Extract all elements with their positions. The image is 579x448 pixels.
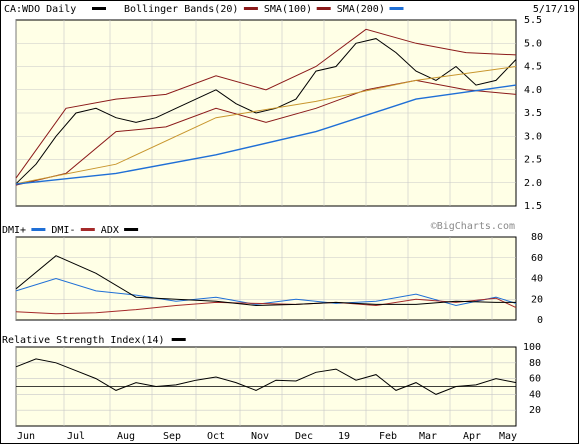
legend-swatch: [316, 7, 331, 10]
legend-label: SMA(100): [264, 4, 312, 15]
daily-legend-swatch: [92, 7, 106, 10]
price-y-tick-label: 2.5: [524, 155, 542, 166]
dmi-legend-swatch: [124, 228, 139, 231]
price-y-tick-label: 5.0: [524, 38, 542, 49]
dmi-y-tick-label: 40: [531, 274, 543, 285]
price-y-tick-label: 4.0: [524, 85, 542, 96]
dmi-legend-label: DMI+: [2, 225, 26, 236]
dmi-legend-swatch: [31, 228, 46, 231]
rsi-legend-label: Relative Strength Index(14): [2, 335, 165, 346]
price-y-tick-label: 4.5: [524, 62, 542, 73]
price-series-sma-100-: [15, 66, 517, 185]
dmi-y-tick-label: 0: [537, 315, 543, 326]
price-y-tick-label: 5.5: [524, 15, 542, 26]
rsi-y-tick-label: 40: [529, 389, 541, 400]
symbol-label: CA:WDO Daily: [4, 4, 76, 15]
price-y-tick-label: 3.0: [524, 131, 542, 142]
x-tick-label: Mar: [419, 431, 437, 442]
legend-swatch: [243, 7, 258, 10]
dmi-legend-swatch: [80, 228, 95, 231]
legend-label: SMA(200): [337, 4, 385, 15]
x-tick-label: 19: [338, 431, 350, 442]
x-tick-label: Oct: [207, 431, 225, 442]
x-tick-label: Aug: [117, 431, 135, 442]
x-tick-label: Apr: [463, 431, 481, 442]
x-tick-label: Feb: [379, 431, 397, 442]
rsi-y-tick-label: 80: [529, 358, 541, 369]
price-y-tick-label: 3.5: [524, 108, 542, 119]
dmi-y-tick-label: 80: [531, 232, 543, 243]
rsi-series-rsi-14-: [15, 358, 517, 395]
legend-swatch: [389, 7, 404, 10]
price-series-sma-200-: [15, 84, 517, 185]
dmi-y-tick-label: 20: [531, 294, 543, 305]
dmi-series-dmi-: [15, 277, 517, 307]
rsi-y-tick-label: 60: [529, 374, 541, 385]
watermark: ©BigCharts.com: [431, 221, 515, 232]
legend-label: Bollinger Bands(20): [124, 4, 238, 15]
rsi-y-tick-label: 100: [523, 342, 541, 353]
dmi-legend-label: DMI-: [51, 225, 75, 236]
dmi-legend-label: ADX: [101, 225, 119, 236]
x-tick-label: Jun: [17, 431, 35, 442]
x-tick-label: May: [499, 431, 517, 442]
dmi-y-tick-label: 60: [531, 253, 543, 264]
rsi-y-tick-label: 20: [529, 405, 541, 416]
price-series-close: [15, 38, 517, 185]
price-y-tick-label: 2.0: [524, 178, 542, 189]
price-series-bollinger-lower: [15, 79, 517, 186]
x-tick-label: Dec: [295, 431, 313, 442]
price-y-tick-label: 1.5: [524, 201, 542, 212]
x-tick-label: Jul: [67, 431, 85, 442]
rsi-legend-swatch: [171, 338, 186, 341]
dmi-series-adx: [15, 255, 516, 307]
x-tick-label: Nov: [251, 431, 269, 442]
price-series-bollinger-upper: [15, 28, 517, 179]
x-tick-label: Sep: [163, 431, 181, 442]
header-date: 5/17/19: [533, 4, 575, 15]
